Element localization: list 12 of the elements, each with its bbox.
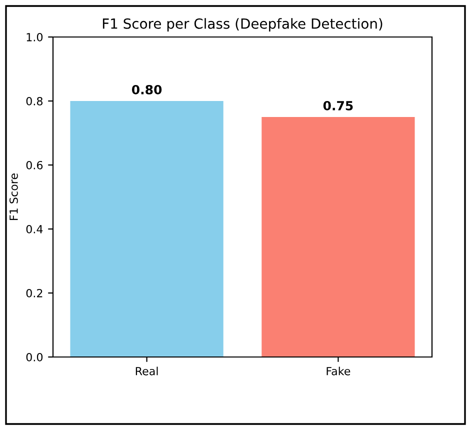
y-tick-label: 0.4: [26, 224, 43, 234]
data-label: 0.80: [132, 84, 162, 94]
x-tick-label: Real: [136, 366, 158, 376]
y-tick-label: 0.8: [26, 96, 43, 106]
y-axis-title: F1 Score: [9, 174, 18, 220]
chart-title: F1 Score per Class (Deepfake Detection): [102, 18, 382, 32]
y-tick-label: 0.0: [26, 352, 43, 362]
y-tick-label: 0.6: [26, 160, 43, 170]
y-tick-label: 1.0: [26, 32, 43, 42]
data-label: 0.75: [323, 100, 353, 110]
y-tick-label: 0.2: [26, 288, 42, 298]
x-tick-label: Fake: [326, 366, 350, 376]
